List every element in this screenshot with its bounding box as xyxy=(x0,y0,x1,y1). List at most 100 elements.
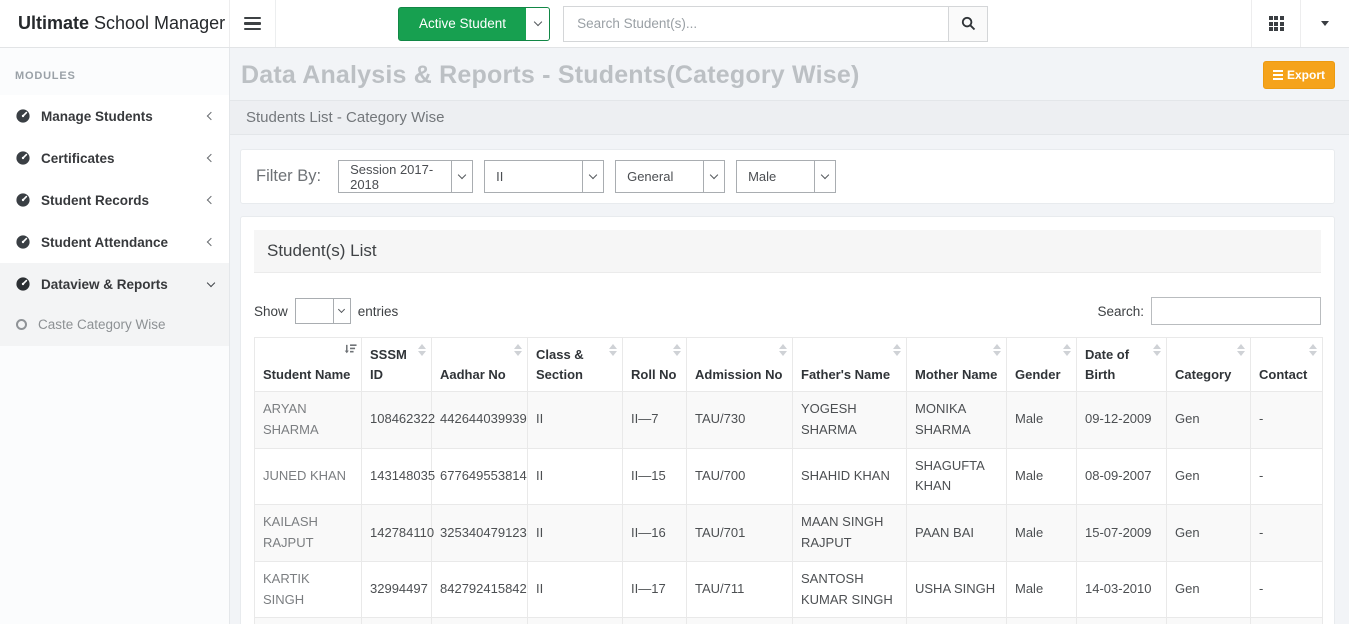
table-cell: Male xyxy=(1006,447,1077,506)
export-label: Export xyxy=(1286,68,1325,82)
table-cell: Gen xyxy=(1166,504,1251,562)
table-cell: YOGESH SHARMA xyxy=(792,391,907,449)
chevron-left-icon xyxy=(206,111,216,121)
column-header-date-of-birth[interactable]: Date of Birth xyxy=(1076,337,1167,392)
panel-title: Student(s) List xyxy=(254,230,1321,273)
sort-icon xyxy=(1153,344,1161,356)
column-header-admission-no[interactable]: Admission No xyxy=(686,337,793,392)
search-button[interactable] xyxy=(948,5,989,42)
sidebar-item-student-attendance[interactable]: Student Attendance xyxy=(0,221,229,263)
table-cell xyxy=(361,617,432,624)
navbar-right xyxy=(1251,0,1349,47)
table-cell: II xyxy=(527,391,623,449)
table-cell: II xyxy=(527,447,623,506)
table-cell xyxy=(622,617,687,624)
session-select[interactable]: Session 2017-2018 xyxy=(338,160,474,193)
table-cell: 108462322 xyxy=(361,391,435,449)
sidebar-item-student-records[interactable]: Student Records xyxy=(0,179,229,221)
gender-select[interactable]: Male xyxy=(736,160,837,193)
column-header-aadhar-no[interactable]: Aadhar No xyxy=(431,337,528,392)
chevron-down-icon xyxy=(526,7,550,40)
table-cell xyxy=(792,617,907,624)
sort-icon xyxy=(673,344,681,356)
column-header-mother-name[interactable]: Mother Name xyxy=(906,337,1007,392)
table-cell: Male xyxy=(1006,391,1077,449)
menu-icon xyxy=(244,16,261,31)
table-search-input[interactable] xyxy=(1151,297,1321,325)
table-cell: - xyxy=(1250,560,1323,619)
brand-bold: Ultimate xyxy=(18,13,90,33)
table-row: JUNED KHAN 143148035 677649553814 II II—… xyxy=(254,447,1323,506)
table-cell: 14-03-2010 xyxy=(1076,560,1167,619)
column-header-sssm-id[interactable]: SSSM ID xyxy=(361,337,432,392)
export-button[interactable]: Export xyxy=(1262,61,1335,89)
sort-icon xyxy=(1063,344,1071,356)
table-cell: SHAHID KHAN xyxy=(792,447,907,506)
filter-panel: Filter By: Session 2017-2018 II General … xyxy=(240,149,1335,204)
sidebar-item-dataview-reports[interactable]: Dataview & Reports xyxy=(0,263,229,305)
module-icon xyxy=(16,151,30,165)
column-header-fathers-name[interactable]: Father's Name xyxy=(792,337,907,392)
apps-grid-button[interactable] xyxy=(1251,0,1300,47)
table-cell: USHA SINGH xyxy=(906,560,1007,619)
category-select[interactable]: General xyxy=(615,160,726,193)
search-input[interactable] xyxy=(563,5,949,42)
column-header-roll-no[interactable]: Roll No xyxy=(622,337,687,392)
chevron-left-icon xyxy=(206,237,216,247)
table-cell xyxy=(686,617,793,624)
module-icon xyxy=(16,193,30,207)
sidebar-subitem-caste-category-wise[interactable]: Caste Category Wise xyxy=(0,305,229,346)
chevron-down-icon xyxy=(332,299,350,323)
table-cell: 09-12-2009 xyxy=(1076,391,1167,449)
table-cell: Male xyxy=(1006,504,1077,562)
user-menu-button[interactable] xyxy=(1300,0,1349,47)
table-cell: 15-07-2009 xyxy=(1076,504,1167,562)
table-cell: MAAN SINGH RAJPUT xyxy=(792,504,907,562)
table-cell: JUNED KHAN xyxy=(254,447,362,506)
table-cell: 142784110 xyxy=(361,504,434,562)
students-panel: Student(s) List Show entries Search: xyxy=(240,216,1335,624)
table-cell: 677649553814 xyxy=(431,447,528,506)
table-search-label: Search: xyxy=(1097,303,1144,319)
page-title: Data Analysis & Reports - Students(Categ… xyxy=(241,61,860,89)
export-lines-icon xyxy=(1272,70,1283,80)
class-select[interactable]: II xyxy=(484,160,605,193)
table-cell: ARYAN SHARMA xyxy=(254,391,362,449)
sort-icon xyxy=(893,344,901,356)
column-header-contact[interactable]: Contact xyxy=(1250,337,1323,392)
column-header-student-name[interactable]: Student Name xyxy=(254,337,362,392)
table-cell: 325340479123 xyxy=(431,504,528,562)
table-cell: KARTIK SINGH xyxy=(254,560,362,619)
sidebar-section-label: MODULES xyxy=(15,70,76,82)
table-cell xyxy=(254,617,362,624)
subitem-icon xyxy=(16,319,27,330)
chevron-down-icon xyxy=(451,161,472,192)
show-label: Show xyxy=(254,303,288,319)
table-cell: TAU/701 xyxy=(686,504,793,562)
sort-active-icon xyxy=(344,344,357,354)
column-header-category[interactable]: Category xyxy=(1166,337,1251,392)
sidebar-item-certificates[interactable]: Certificates xyxy=(0,137,229,179)
top-navbar: Ultimate School Manager Active Student xyxy=(0,0,1349,48)
chevron-down-icon xyxy=(206,278,216,288)
table-header-row: Student Name SSSM ID xyxy=(254,337,1323,392)
filter-by-label: Filter By: xyxy=(256,167,322,185)
student-status-select[interactable]: Active Student xyxy=(398,6,551,41)
global-search xyxy=(563,5,989,42)
table-controls: Show entries Search: xyxy=(254,297,1321,325)
module-icon xyxy=(16,235,30,249)
module-icon xyxy=(16,109,30,123)
sidebar-item-manage-students[interactable]: Manage Students xyxy=(0,95,229,137)
brand-logo[interactable]: Ultimate School Manager xyxy=(0,0,230,47)
chevron-left-icon xyxy=(206,153,216,163)
column-header-class-section[interactable]: Class & Section xyxy=(527,337,623,392)
table-cell: 442644039939 xyxy=(431,391,528,449)
column-header-gender[interactable]: Gender xyxy=(1006,337,1077,392)
table-cell: Gen xyxy=(1166,447,1251,506)
page-length-select[interactable] xyxy=(294,298,351,324)
table-cell xyxy=(1076,617,1167,624)
table-cell: II xyxy=(527,560,623,619)
students-table: Student Name SSSM ID xyxy=(254,337,1323,624)
sidebar-toggle-button[interactable] xyxy=(230,0,276,47)
table-cell: KAILASH RAJPUT xyxy=(254,504,362,562)
